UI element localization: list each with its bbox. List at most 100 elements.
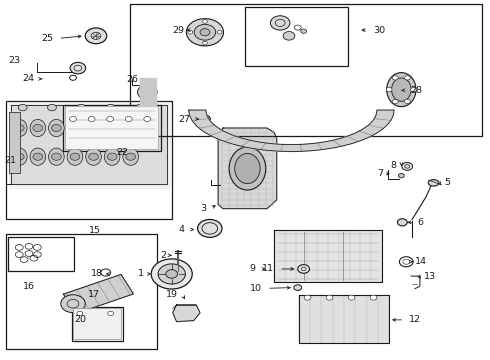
Text: 30: 30 [373, 26, 385, 35]
Bar [5, 234, 157, 348]
Ellipse shape [67, 148, 83, 165]
Circle shape [392, 99, 398, 104]
Text: 14: 14 [415, 257, 427, 266]
Text: 27: 27 [178, 114, 190, 123]
Text: 1: 1 [138, 269, 145, 278]
Text: 20: 20 [74, 315, 86, 324]
Circle shape [188, 31, 193, 34]
Ellipse shape [11, 120, 27, 136]
Circle shape [402, 162, 413, 170]
Circle shape [33, 125, 43, 132]
Text: 17: 17 [88, 289, 99, 298]
Text: 19: 19 [166, 290, 177, 299]
Circle shape [89, 153, 98, 160]
Circle shape [88, 117, 95, 122]
Text: 6: 6 [417, 218, 423, 227]
Circle shape [107, 153, 117, 160]
Text: 21: 21 [4, 156, 17, 165]
Text: 28: 28 [410, 86, 422, 95]
Text: 16: 16 [23, 282, 35, 291]
Circle shape [392, 76, 398, 80]
Circle shape [166, 270, 177, 278]
Circle shape [370, 295, 377, 300]
Text: 8: 8 [391, 161, 396, 170]
Circle shape [85, 28, 107, 44]
Circle shape [77, 311, 83, 316]
Circle shape [107, 125, 117, 132]
Circle shape [200, 29, 210, 36]
Circle shape [126, 153, 136, 160]
Text: 23: 23 [8, 57, 21, 66]
Bar [245, 7, 347, 66]
Circle shape [398, 174, 404, 178]
Text: 15: 15 [89, 226, 100, 235]
Polygon shape [218, 128, 277, 209]
Circle shape [89, 125, 98, 132]
Text: 25: 25 [42, 34, 53, 43]
Bar [9, 103, 171, 189]
Ellipse shape [104, 120, 120, 136]
Circle shape [194, 24, 216, 40]
Text: 11: 11 [262, 265, 274, 274]
Text: 5: 5 [444, 178, 450, 187]
Circle shape [70, 153, 80, 160]
Circle shape [386, 87, 392, 92]
Ellipse shape [49, 120, 64, 136]
Text: 9: 9 [250, 265, 256, 274]
Circle shape [304, 295, 311, 300]
Text: 10: 10 [250, 284, 262, 293]
Circle shape [51, 153, 61, 160]
Circle shape [405, 76, 411, 80]
Circle shape [125, 117, 132, 122]
Circle shape [108, 311, 114, 316]
Bar [63, 105, 161, 151]
Text: 13: 13 [424, 271, 436, 280]
Ellipse shape [123, 120, 139, 136]
Circle shape [217, 31, 222, 34]
Circle shape [18, 104, 27, 111]
Ellipse shape [30, 120, 46, 136]
Circle shape [61, 295, 85, 313]
Circle shape [14, 153, 24, 160]
Circle shape [126, 125, 136, 132]
Circle shape [411, 87, 416, 92]
Ellipse shape [86, 148, 101, 165]
Ellipse shape [123, 148, 139, 165]
Bar [5, 101, 171, 220]
Ellipse shape [235, 153, 260, 184]
Circle shape [136, 104, 145, 111]
Text: 29: 29 [172, 26, 184, 35]
Ellipse shape [67, 120, 83, 136]
Circle shape [397, 219, 407, 226]
Ellipse shape [49, 148, 64, 165]
Ellipse shape [11, 148, 27, 165]
Ellipse shape [387, 73, 416, 107]
Circle shape [107, 117, 114, 122]
Circle shape [138, 85, 157, 99]
Circle shape [301, 29, 307, 33]
Bar [130, 4, 482, 136]
Ellipse shape [104, 148, 120, 165]
Polygon shape [63, 274, 133, 314]
Text: 4: 4 [178, 225, 184, 234]
Bar [9, 112, 20, 173]
Ellipse shape [86, 120, 101, 136]
Polygon shape [172, 305, 200, 321]
Circle shape [326, 295, 333, 300]
Ellipse shape [229, 147, 266, 190]
Ellipse shape [30, 148, 46, 165]
Circle shape [70, 62, 86, 74]
Text: 2: 2 [160, 251, 166, 260]
Circle shape [186, 19, 223, 46]
Circle shape [197, 220, 222, 237]
Text: 12: 12 [409, 315, 421, 324]
Circle shape [144, 117, 151, 122]
Circle shape [270, 16, 290, 30]
Circle shape [14, 125, 24, 132]
Circle shape [298, 265, 310, 273]
Polygon shape [11, 105, 167, 184]
Circle shape [158, 264, 185, 284]
Circle shape [202, 41, 207, 45]
Text: 26: 26 [126, 75, 139, 84]
Circle shape [51, 125, 61, 132]
